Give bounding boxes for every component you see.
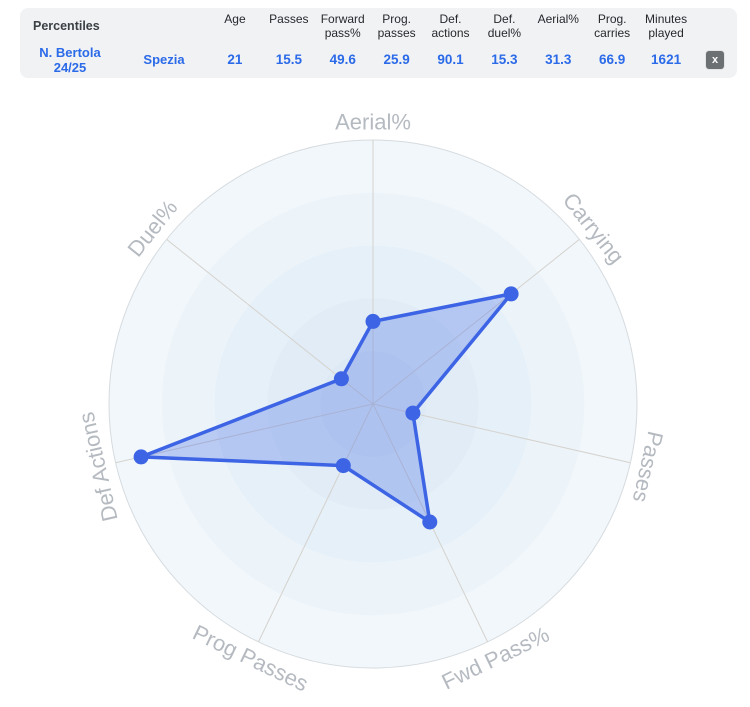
- player-row: N. Bertola 24/25 Spezia 21 15.5 49.6 25.9 90…: [20, 45, 737, 75]
- column-header-prog-passes: Prog. passes: [377, 11, 416, 40]
- column-header-passes: Passes: [269, 11, 309, 26]
- data-point-carrying[interactable]: [503, 286, 519, 302]
- player-name: N. Bertola: [39, 44, 101, 60]
- data-point-prog-passes[interactable]: [335, 458, 351, 474]
- column-header-aerial: Aerial%: [537, 11, 579, 26]
- axis-line-carrying: [372, 239, 580, 405]
- data-point-aerial[interactable]: [365, 313, 381, 329]
- series-polygon: [139, 292, 513, 524]
- column-header-forward-pass: Forward pass%: [320, 11, 365, 40]
- axis-label-aerial: Aerial%: [335, 110, 411, 135]
- data-point-duel[interactable]: [333, 371, 349, 387]
- value-prog-passes: 25.9: [383, 52, 410, 67]
- value-cells: 21 15.5 49.6 25.9 90.1 15.3 31.3 66.9 1621: [208, 52, 693, 67]
- value-passes: 15.5: [275, 52, 302, 67]
- value-aerial: 31.3: [545, 52, 572, 67]
- value-def-actions: 90.1: [437, 52, 464, 67]
- value-def-duel: 15.3: [491, 52, 518, 67]
- data-point-passes[interactable]: [405, 405, 421, 421]
- column-headers: Age Passes Forward pass% Prog. passes Def. a…: [208, 12, 693, 40]
- data-point-fwd-pass[interactable]: [422, 514, 438, 530]
- column-header-minutes-played: Minutes played: [645, 11, 688, 40]
- column-header-prog-carries: Prog. carries: [594, 11, 631, 40]
- column-header-age: Age: [224, 11, 246, 26]
- player-name-cell: N. Bertola 24/25: [20, 45, 120, 75]
- close-cell: x: [693, 50, 737, 69]
- percentiles-table: Percentiles Age Passes Forward pass% Prog. …: [20, 8, 737, 78]
- player-team: Spezia: [143, 52, 185, 67]
- remove-player-button[interactable]: x: [706, 50, 724, 69]
- table-header-row: Percentiles Age Passes Forward pass% Prog. …: [20, 12, 737, 40]
- value-age: 21: [227, 52, 243, 67]
- axis-line-prog-passes: [258, 403, 374, 643]
- table-title: Percentiles: [33, 18, 100, 33]
- value-minutes-played: 1621: [651, 52, 682, 67]
- value-prog-carries: 66.9: [599, 52, 626, 67]
- axis-line-def-actions: [115, 403, 374, 464]
- column-header-def-duel: Def. duel%: [487, 11, 522, 40]
- radar-chart: Aerial% Carrying Passes Fwd Pass% Prog Passe…: [0, 87, 750, 707]
- data-point-def-actions[interactable]: [133, 449, 149, 465]
- player-season: 24/25: [53, 59, 87, 75]
- column-header-def-actions: Def. actions: [431, 11, 470, 40]
- value-forward-pass: 49.6: [329, 52, 356, 67]
